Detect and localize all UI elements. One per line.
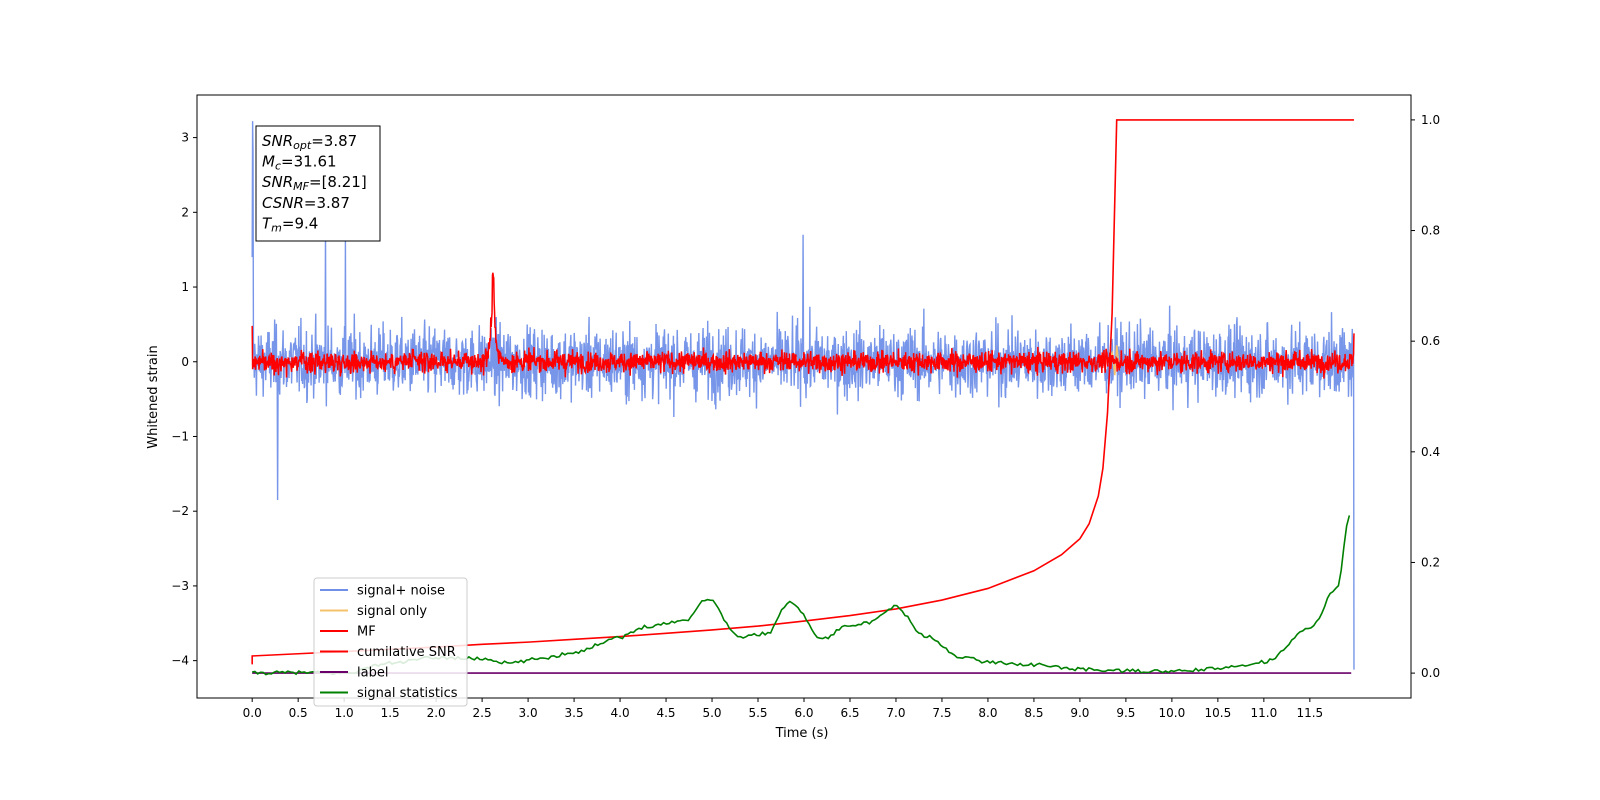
y2-tick-label: 0.2: [1421, 555, 1440, 569]
y-tick-label: −1: [171, 429, 189, 443]
annotation-frame: [255, 125, 381, 242]
y2-tick-label: 0.6: [1421, 334, 1440, 348]
x-tick-label: 7.5: [932, 706, 951, 720]
x-tick-label: 2.0: [427, 706, 446, 720]
y-tick-label: 2: [181, 205, 189, 219]
series-mf-line: [251, 272, 1355, 379]
y-tick-label: 0: [181, 355, 189, 369]
y-axis-label: Whitened strain: [146, 345, 161, 448]
x-tick-label: 9.0: [1070, 706, 1089, 720]
x-tick-label: 2.5: [473, 706, 492, 720]
y-tick-label: 1: [181, 280, 189, 294]
x-tick-label: 6.0: [794, 706, 813, 720]
y2-tick-label: 0.8: [1421, 224, 1440, 238]
legend-label: cumilative SNR: [357, 645, 456, 660]
x-tick-label: 6.5: [840, 706, 859, 720]
y-tick-label: −2: [171, 504, 189, 518]
x-tick-label: 1.0: [335, 706, 354, 720]
y-tick-label: −3: [171, 579, 189, 593]
y-tick-label: 3: [181, 131, 189, 145]
legend-label: signal+ noise: [357, 584, 445, 599]
legend-label: MF: [357, 625, 376, 640]
x-tick-label: 11.5: [1296, 706, 1323, 720]
x-tick-label: 9.5: [1116, 706, 1135, 720]
annotation-box: SNRopt=3.87Mc=31.61SNRMF=[8.21]CSNR=3.87…: [255, 125, 381, 242]
annotation-line: Tm=9.4: [262, 214, 318, 234]
x-tick-label: 10.5: [1205, 706, 1232, 720]
x-tick-label: 5.5: [748, 706, 767, 720]
annotation-line: SNRMF=[8.21]: [262, 173, 367, 193]
x-axis-label: Time (s): [775, 726, 829, 741]
y-axis: 3 2 1 0 −1 −2 −3 −4: [171, 131, 197, 668]
x-tick-label: 3.0: [519, 706, 538, 720]
x-tick-label: 10.0: [1159, 706, 1186, 720]
y2-tick-label: 0.4: [1421, 445, 1440, 459]
x-tick-label: 5.0: [702, 706, 721, 720]
annotation-line: SNRopt=3.87: [262, 132, 357, 152]
x-tick-label: 11.0: [1250, 706, 1277, 720]
legend-label: label: [357, 666, 388, 681]
x-tick-label: 7.0: [886, 706, 905, 720]
x-tick-label: 4.5: [656, 706, 675, 720]
x-tick-label: 8.0: [978, 706, 997, 720]
y-tick-label: −4: [171, 654, 189, 668]
legend-label: signal statistics: [357, 686, 458, 701]
legend-label: signal only: [357, 604, 427, 619]
x-tick-label: 1.5: [381, 706, 400, 720]
legend: signal+ noise signal only MF cumilative SNR…: [313, 577, 468, 707]
legend-frame: [313, 577, 468, 707]
y2-axis: 1.0 0.8 0.6 0.4 0.2 0.0: [1411, 113, 1440, 680]
x-tick-label: 8.5: [1024, 706, 1043, 720]
y2-tick-label: 0.0: [1421, 666, 1440, 680]
x-tick-label: 4.0: [611, 706, 630, 720]
annotation-line: CSNR=3.87: [262, 194, 350, 212]
x-axis: 0.0 0.5 1.0 1.5 2.0 2.5 3.0 3.5 4.0 4.5 5.0 5.5 6.0 6…: [243, 698, 1323, 720]
x-tick-label: 0.5: [289, 706, 308, 720]
y2-tick-label: 1.0: [1421, 113, 1440, 127]
annotation-line: Mc=31.61: [262, 153, 337, 173]
x-tick-label: 0.0: [243, 706, 262, 720]
x-tick-label: 3.5: [565, 706, 584, 720]
